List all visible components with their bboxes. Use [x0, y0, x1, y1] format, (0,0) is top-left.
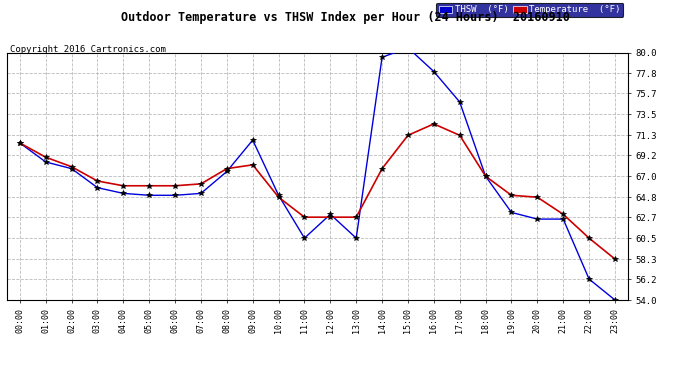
Legend: THSW  (°F), Temperature  (°F): THSW (°F), Temperature (°F): [436, 3, 623, 17]
Text: Outdoor Temperature vs THSW Index per Hour (24 Hours)  20160910: Outdoor Temperature vs THSW Index per Ho…: [121, 11, 569, 24]
Text: Copyright 2016 Cartronics.com: Copyright 2016 Cartronics.com: [10, 45, 166, 54]
